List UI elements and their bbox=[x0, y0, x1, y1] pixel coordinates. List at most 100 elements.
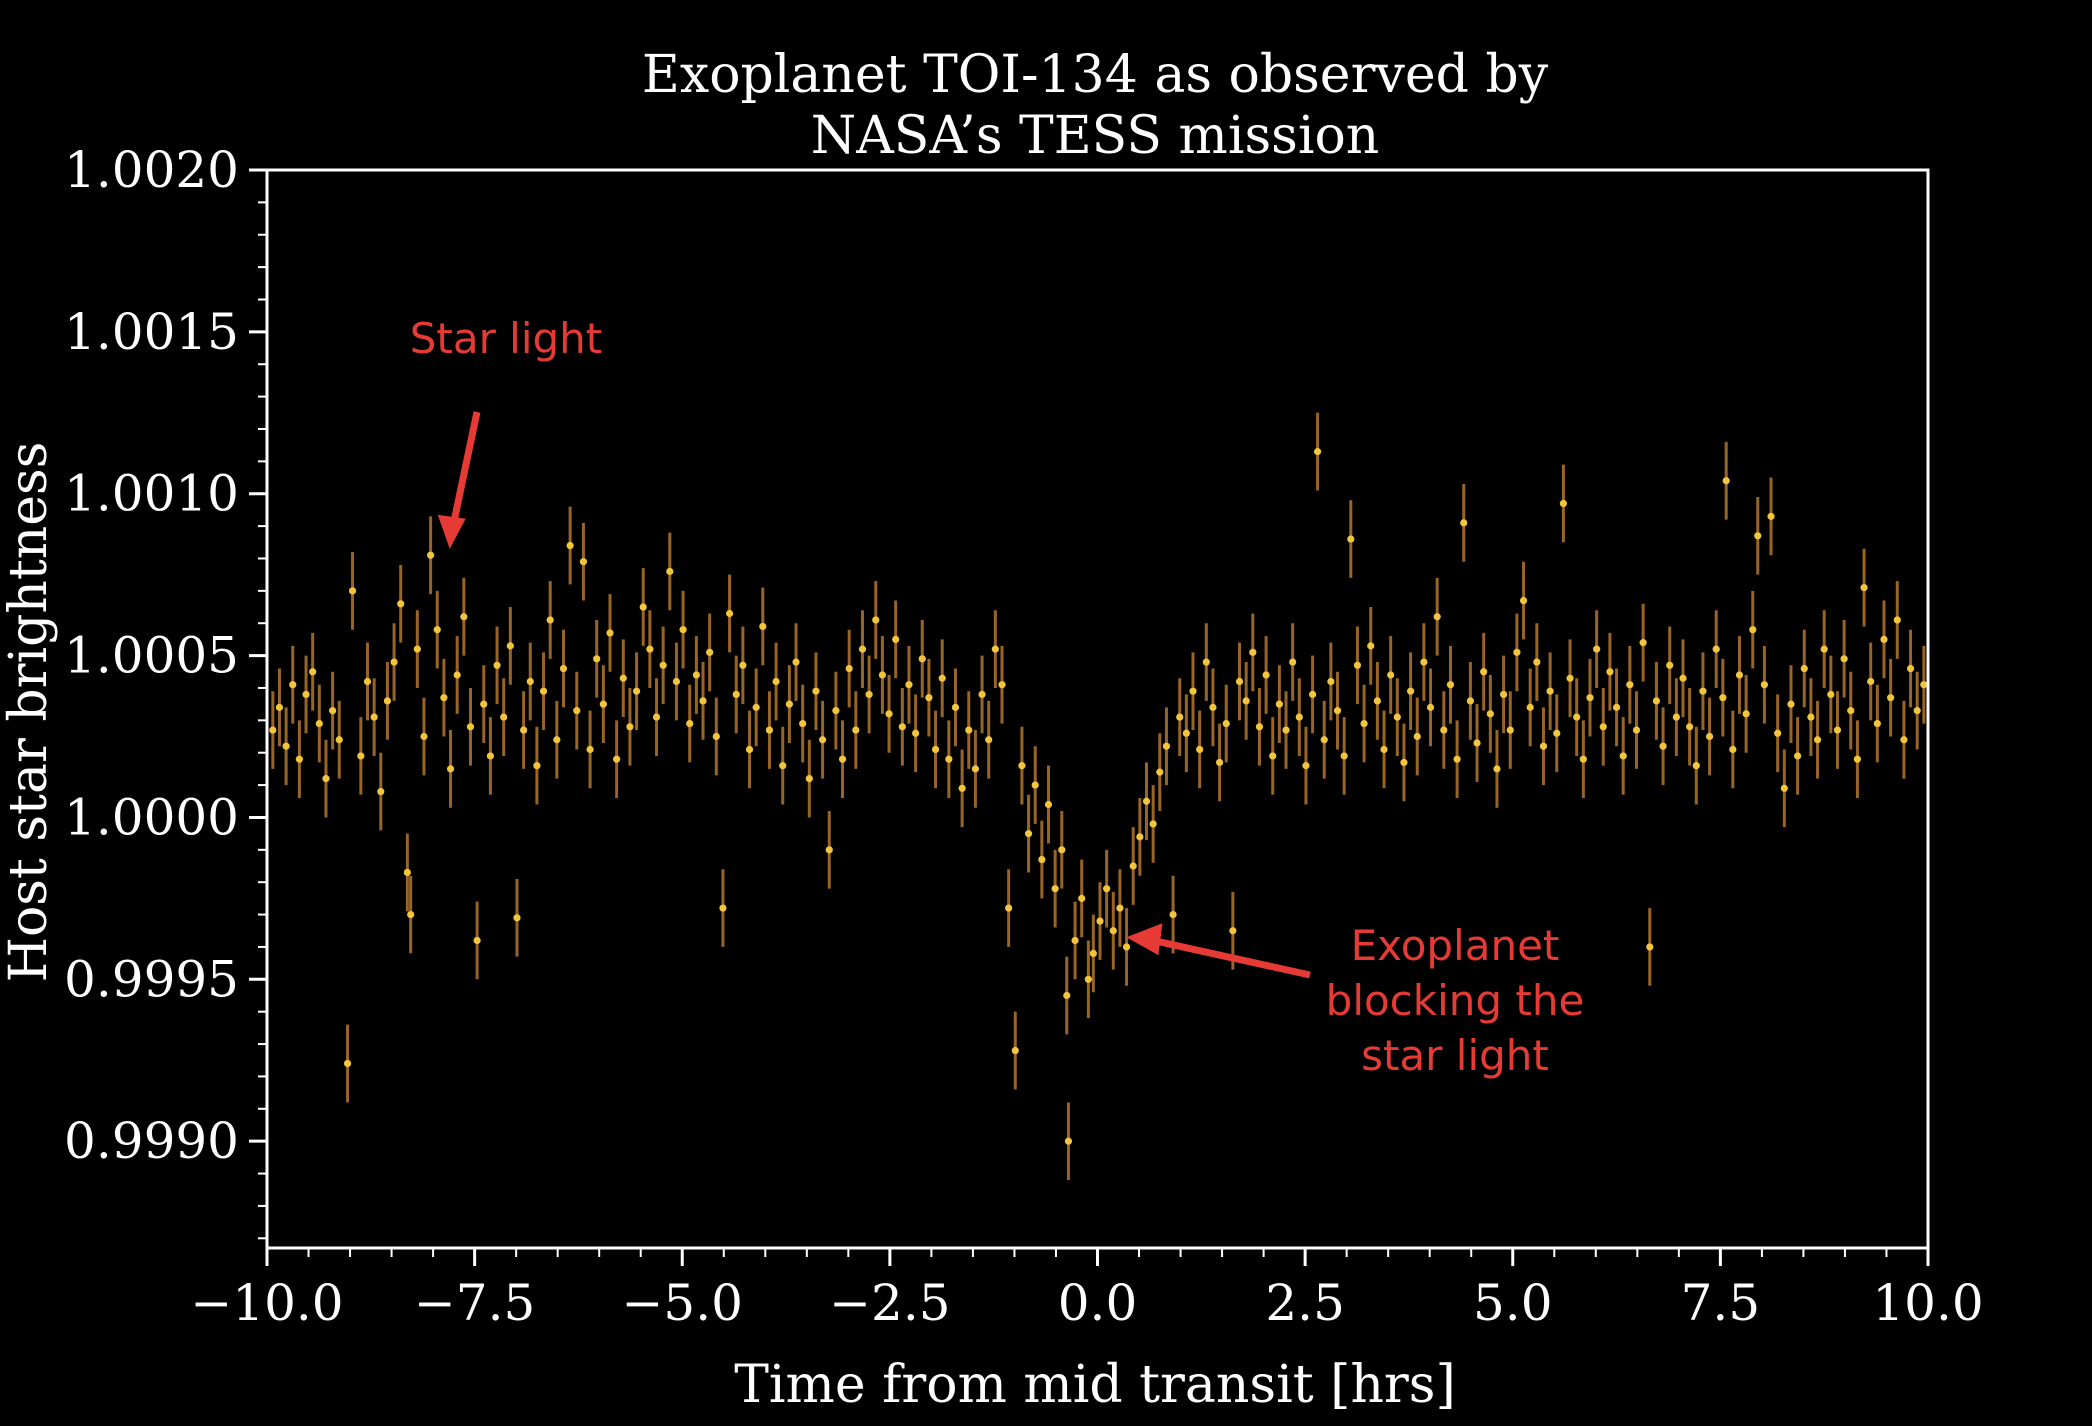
x-tick-label: 10.0 bbox=[1872, 1274, 1983, 1332]
data-point bbox=[1473, 739, 1481, 747]
data-point bbox=[427, 551, 435, 559]
data-point bbox=[1162, 742, 1171, 750]
data-point bbox=[1406, 687, 1415, 695]
data-point bbox=[586, 745, 594, 754]
data-point bbox=[322, 775, 330, 783]
data-point bbox=[1222, 719, 1230, 728]
data-point bbox=[480, 700, 488, 708]
data-point bbox=[1760, 681, 1768, 689]
x-axis-ticks: −10.0 −7.5 −5.0 −2.5 0.0 2.5 5.0 7.5 10.0 bbox=[190, 1248, 1984, 1332]
data-point bbox=[991, 645, 999, 653]
data-point bbox=[925, 694, 933, 702]
data-point bbox=[646, 645, 654, 653]
data-point bbox=[506, 642, 514, 650]
data-point bbox=[858, 645, 867, 653]
data-point bbox=[1387, 671, 1395, 679]
data-point bbox=[1024, 830, 1033, 838]
x-tick-label: −2.5 bbox=[829, 1274, 950, 1332]
data-point bbox=[985, 736, 993, 744]
data-point bbox=[500, 713, 508, 721]
data-point bbox=[792, 658, 800, 666]
data-point bbox=[838, 755, 847, 763]
data-point bbox=[520, 726, 528, 734]
data-point bbox=[825, 846, 833, 854]
data-point bbox=[971, 765, 980, 773]
data-point bbox=[420, 732, 428, 741]
data-point bbox=[1506, 726, 1514, 734]
data-point bbox=[1242, 697, 1250, 705]
data-point bbox=[1333, 707, 1342, 715]
data-point bbox=[1705, 732, 1714, 741]
data-point bbox=[282, 742, 290, 750]
data-point bbox=[1196, 745, 1204, 754]
data-point bbox=[1433, 613, 1441, 621]
data-point bbox=[1347, 535, 1355, 543]
data-point bbox=[606, 629, 614, 637]
data-point bbox=[1393, 713, 1401, 721]
data-point bbox=[1533, 658, 1541, 666]
data-point bbox=[765, 726, 774, 734]
data-point bbox=[872, 616, 880, 624]
data-point bbox=[1089, 949, 1097, 958]
data-point bbox=[1486, 710, 1494, 718]
data-point bbox=[832, 707, 840, 715]
data-point bbox=[1749, 626, 1757, 634]
data-point bbox=[1413, 732, 1421, 741]
data-point bbox=[1646, 943, 1654, 951]
data-point bbox=[1722, 477, 1730, 485]
y-tick-label: 0.9990 bbox=[64, 1112, 239, 1170]
data-point bbox=[1712, 645, 1720, 653]
data-point bbox=[978, 690, 986, 699]
data-point bbox=[945, 755, 953, 763]
data-point bbox=[1553, 729, 1561, 737]
data-point bbox=[1176, 713, 1184, 721]
data-point bbox=[1742, 710, 1750, 718]
data-point bbox=[1599, 723, 1607, 731]
data-point bbox=[295, 755, 303, 763]
data-point bbox=[1360, 719, 1368, 728]
data-point bbox=[1109, 927, 1117, 935]
data-point bbox=[779, 762, 787, 770]
data-point bbox=[1679, 674, 1687, 682]
annotation-exoplanet-line: Exoplanet bbox=[1351, 921, 1560, 970]
data-point bbox=[1289, 658, 1297, 666]
data-point bbox=[905, 681, 913, 689]
data-point bbox=[1813, 736, 1822, 744]
data-point bbox=[1460, 519, 1468, 527]
data-point bbox=[1827, 690, 1835, 699]
data-point bbox=[383, 697, 392, 705]
data-point bbox=[407, 910, 415, 919]
data-point bbox=[466, 723, 475, 731]
data-point bbox=[1920, 681, 1928, 689]
data-point bbox=[1063, 991, 1071, 1000]
data-point bbox=[289, 681, 297, 689]
data-point bbox=[1018, 762, 1026, 770]
data-point bbox=[759, 622, 767, 631]
data-point bbox=[912, 729, 920, 737]
data-point bbox=[1084, 975, 1092, 983]
data-point bbox=[546, 616, 554, 624]
data-point bbox=[1078, 894, 1086, 902]
data-point bbox=[1612, 703, 1621, 711]
data-point bbox=[1840, 655, 1848, 663]
annotations: Star light Exoplanet blocking the star ligh… bbox=[410, 314, 1585, 1080]
data-point bbox=[1038, 855, 1046, 864]
data-point bbox=[1513, 648, 1521, 656]
data-point bbox=[1735, 671, 1744, 679]
data-point bbox=[845, 664, 853, 673]
data-point bbox=[269, 726, 277, 734]
data-point bbox=[1820, 645, 1828, 653]
data-point bbox=[1686, 723, 1694, 731]
data-point bbox=[1906, 664, 1915, 673]
data-point bbox=[1639, 639, 1647, 647]
data-point bbox=[1215, 758, 1224, 767]
data-point bbox=[639, 603, 647, 611]
y-tick-label: 1.0015 bbox=[64, 303, 239, 361]
data-point bbox=[1659, 742, 1667, 750]
data-point bbox=[1269, 752, 1277, 760]
data-point bbox=[1373, 697, 1381, 705]
data-point bbox=[1064, 1137, 1073, 1145]
data-point bbox=[1136, 833, 1144, 841]
data-point bbox=[1426, 703, 1435, 711]
